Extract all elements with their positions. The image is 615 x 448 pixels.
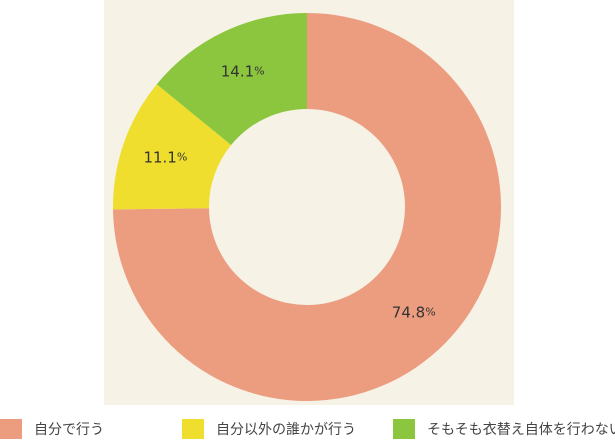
legend: 自分で行う 自分以外の誰かが行う そもそも衣替え自体を行わない [0,416,615,442]
legend-swatch-1 [182,419,204,439]
legend-item-2: そもそも衣替え自体を行わない [393,416,615,442]
legend-label-1: 自分以外の誰かが行う [216,419,356,439]
legend-label-2: そもそも衣替え自体を行わない [427,419,615,439]
legend-item-0: 自分で行う [0,416,104,442]
donut-chart: 74.8% 11.1% 14.1% [104,0,514,405]
legend-swatch-2 [393,419,415,439]
slice-label-2: 14.1% [221,62,265,80]
chart-panel: 74.8% 11.1% 14.1% [104,0,514,405]
legend-item-1: 自分以外の誰かが行う [182,416,356,442]
slice-label-0: 74.8% [392,303,436,321]
legend-swatch-0 [0,419,22,439]
legend-label-0: 自分で行う [34,419,104,439]
slice-label-1: 11.1% [143,148,187,166]
